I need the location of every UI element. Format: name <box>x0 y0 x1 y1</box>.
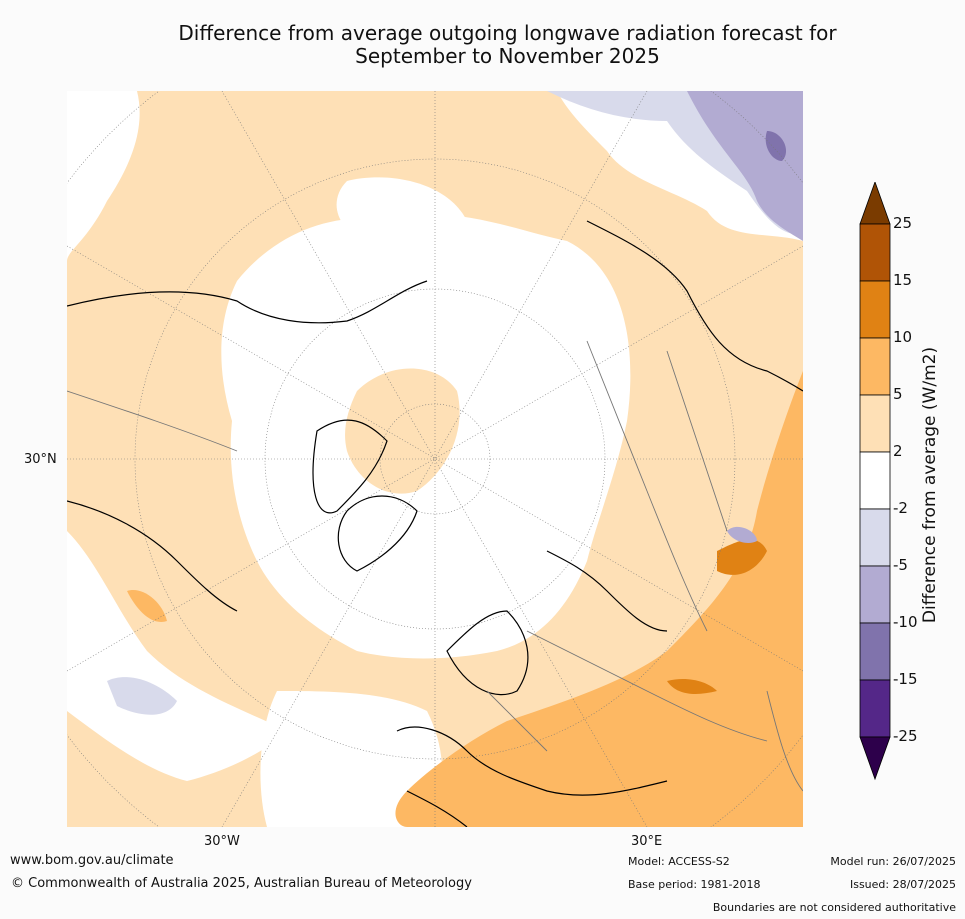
map-canvas <box>67 91 803 827</box>
colorbar-extend-bottom <box>859 736 891 781</box>
colorbar-extend-top <box>859 182 891 225</box>
colorbar-tick-label: 15 <box>893 271 913 289</box>
lat-label-30n: 30°N <box>24 452 57 467</box>
colorbar-tick-label: 5 <box>893 385 903 403</box>
colorbar-segment <box>859 622 891 681</box>
colorbar-title: Difference from average (W/m2) <box>920 346 940 624</box>
neutral-region-west <box>67 531 287 781</box>
anomaly-sw <box>67 731 217 827</box>
colorbar-segment <box>859 223 891 282</box>
colorbar: 25 15 10 5 2 -2 -5 -10 -15 -25 <box>850 182 960 782</box>
lon-label-30w: 30°W <box>204 834 240 849</box>
anomaly-neg-west <box>107 677 177 715</box>
chart-title: Difference from average outgoing longwav… <box>0 22 965 68</box>
lon-label-30e: 30°E <box>631 834 663 849</box>
colorbar-tick-label: 2 <box>893 442 903 460</box>
coastlines <box>67 220 803 827</box>
anomaly-10to15-south <box>667 679 717 694</box>
anomaly-neg10-ne <box>765 131 787 161</box>
anomaly-greenland <box>345 368 460 494</box>
colorbar-segment <box>859 337 891 396</box>
website-link[interactable]: www.bom.gov.au/climate <box>10 853 174 868</box>
colorbar-segment <box>859 565 891 624</box>
graticule <box>67 91 803 827</box>
anomaly-neg-inland <box>727 526 757 543</box>
copyright: © Commonwealth of Australia 2025, Austra… <box>11 876 472 891</box>
issued-date: Issued: 28/07/2025 <box>849 878 956 891</box>
title-line-2: September to November 2025 <box>355 44 660 68</box>
anomaly-5to10-eurasia <box>395 371 803 827</box>
colorbar-tick-label: -15 <box>893 670 918 688</box>
colorbar-tick-label: -10 <box>893 613 918 631</box>
colorbar-tick-label: 25 <box>893 214 913 232</box>
polar-map <box>67 91 803 827</box>
anomaly-neg5-ne <box>687 91 803 241</box>
anomaly-10to15 <box>717 539 767 575</box>
colorbar-graphic <box>859 182 891 781</box>
colorbar-segment <box>859 394 891 453</box>
model-name: Model: ACCESS-S2 <box>628 855 730 868</box>
model-run: Model run: 26/07/2025 <box>830 855 956 868</box>
neutral-region-south <box>260 691 442 827</box>
country-borders <box>67 340 803 792</box>
anomaly-north <box>217 91 547 211</box>
colorbar-segment <box>859 280 891 339</box>
colorbar-segment <box>859 451 891 510</box>
neutral-region-nw <box>67 91 140 261</box>
colorbar-tick-label: 10 <box>893 328 913 346</box>
title-line-1: Difference from average outgoing longwav… <box>178 21 837 45</box>
disclaimer: Boundaries are not considered authoritat… <box>712 901 956 914</box>
neutral-arctic-north <box>336 177 467 245</box>
colorbar-tick-label: -2 <box>893 499 908 517</box>
colorbar-segment <box>859 679 891 738</box>
colorbar-segment <box>859 508 891 567</box>
anomaly-5to10-west <box>127 590 167 622</box>
colorbar-tick-label: -25 <box>893 727 918 745</box>
base-period: Base period: 1981-2018 <box>628 878 761 891</box>
colorbar-tick-label: -5 <box>893 556 908 574</box>
